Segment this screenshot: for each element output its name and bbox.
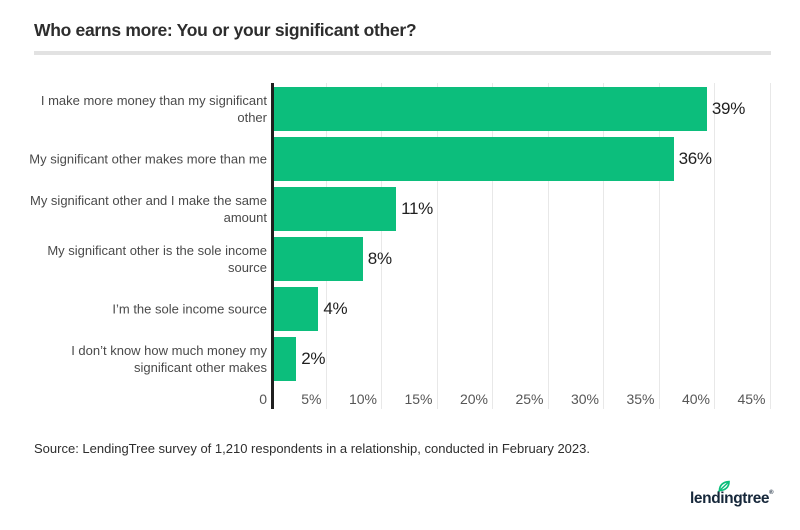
x-gridline (603, 83, 604, 409)
plot-area: 0 5% 10% 15% 20% 25% 30% 35% 40% 45% 39% 36% 11% 8% 4%… (259, 83, 786, 409)
registered-mark: ® (769, 490, 774, 496)
bar (274, 187, 397, 231)
title-divider (34, 51, 771, 55)
category-label: I make more money than my significant ot… (40, 93, 267, 125)
source-note: Source: LendingTree survey of 1,210 resp… (34, 441, 590, 456)
x-tick-label: 40% (681, 391, 710, 407)
x-tick-label: 30% (570, 391, 599, 407)
category-label: I’m the sole income source (112, 301, 267, 317)
x-gridline (547, 83, 549, 409)
x-gridline (381, 83, 382, 409)
x-gridline (769, 83, 771, 409)
y-axis-line (271, 83, 274, 409)
category-label: My significant other makes more than me (29, 151, 267, 167)
chart-title: Who earns more: You or your significant … (34, 20, 417, 40)
x-gridline (658, 83, 660, 409)
x-gridline (436, 83, 438, 409)
bar (274, 237, 363, 281)
bar-value-label: 39% (711, 99, 746, 118)
x-tick-label: 45% (737, 391, 766, 407)
x-tick-label: 10% (348, 391, 377, 407)
bar (274, 287, 319, 331)
category-label: My significant other is the sole income … (47, 243, 267, 275)
x-tick-label: 5% (301, 391, 322, 407)
bar (274, 337, 297, 381)
x-tick-label: 25% (515, 391, 544, 407)
x-gridline (492, 83, 493, 409)
bar-value-label: 2% (301, 349, 326, 368)
x-tick-label: 15% (404, 391, 433, 407)
category-label: I don’t know how much money my significa… (71, 343, 267, 375)
lendingtree-logo: lendingtree® (690, 490, 774, 508)
leaf-icon (717, 480, 730, 493)
bar (274, 137, 674, 181)
x-gridline (714, 83, 715, 409)
bar-value-label: 8% (367, 249, 392, 268)
x-tick-label: 0 (259, 391, 267, 407)
category-label: My significant other and I make the same… (29, 193, 267, 225)
logo-text: lendingtree (690, 490, 770, 507)
bar-value-label: 36% (678, 149, 712, 168)
x-tick-label: 20% (459, 391, 488, 407)
bar-value-label: 11% (401, 199, 433, 218)
x-tick-label: 35% (626, 391, 655, 407)
bar (274, 87, 707, 131)
bar-value-label: 4% (323, 299, 348, 318)
